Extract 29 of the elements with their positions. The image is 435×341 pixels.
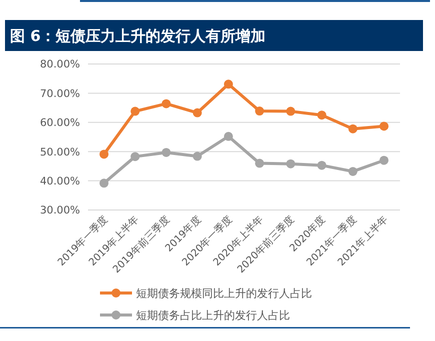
y-tick-label: 30.00% xyxy=(40,204,80,217)
legend-label: 短期债务规模同比上升的发行人占比 xyxy=(136,286,312,300)
chart-title: 图 6：短债压力上升的发行人有所增加 xyxy=(10,27,266,45)
point xyxy=(286,106,296,116)
point xyxy=(100,150,108,159)
point xyxy=(162,99,171,108)
point xyxy=(348,166,358,176)
point xyxy=(348,124,358,134)
y-tick-label: 40.00% xyxy=(40,175,80,188)
point xyxy=(224,132,233,141)
point xyxy=(317,110,326,120)
point xyxy=(130,152,140,162)
point xyxy=(255,106,264,116)
point xyxy=(224,80,233,89)
legend-label: 短期债务占比上升的发行人占比 xyxy=(136,308,290,322)
point xyxy=(192,152,202,161)
point xyxy=(162,148,171,157)
point xyxy=(286,159,296,168)
point xyxy=(130,106,140,116)
point xyxy=(380,122,388,131)
point xyxy=(317,160,326,170)
point xyxy=(100,178,108,188)
y-tick-label: 50.00% xyxy=(40,146,80,158)
point xyxy=(255,158,264,168)
y-tick-label: 80.00% xyxy=(40,58,80,71)
point xyxy=(380,156,388,165)
point xyxy=(192,108,202,118)
y-tick-label: 60.00% xyxy=(40,117,80,130)
y-tick-label: 70.00% xyxy=(40,88,80,100)
